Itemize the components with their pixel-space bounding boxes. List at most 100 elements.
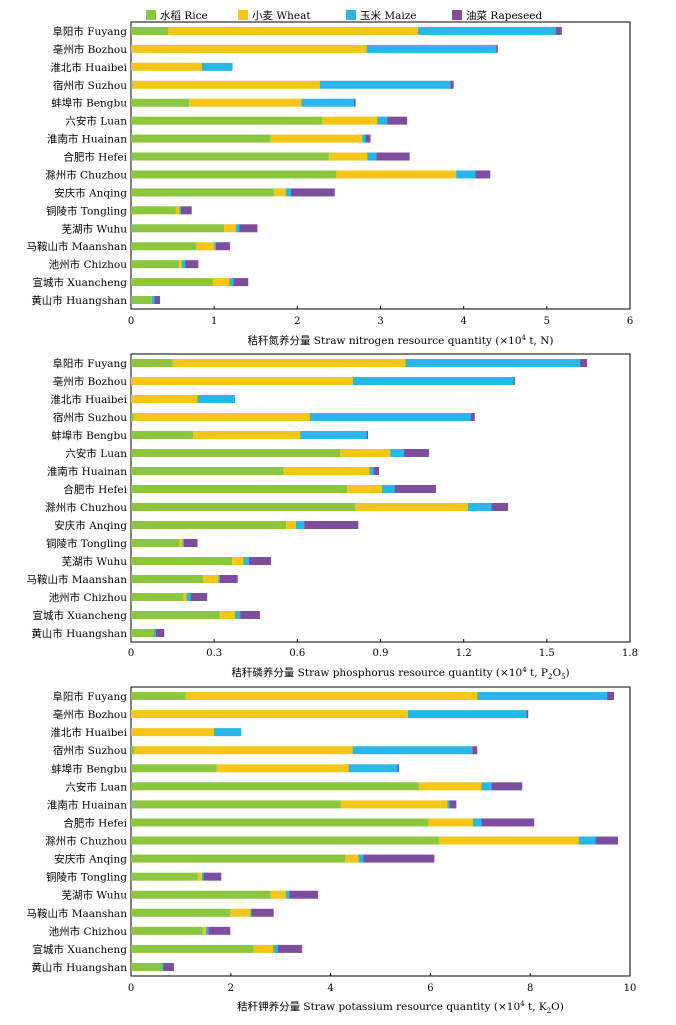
bar-maize [456,170,476,179]
category-label: 蚌埠市 Bengbu [51,429,127,442]
bar-wheat [193,431,301,439]
bar-rapeseed [496,44,498,53]
bar-rice [131,26,169,35]
bar-maize [218,575,220,583]
bar-maize [273,944,278,953]
bar-maize [319,80,451,89]
category-label: 滁州市 Chuzhou [45,835,127,848]
bar-rice [131,224,225,233]
bar-maize [358,854,364,863]
category-label: 安庆市 Anqing [54,519,127,532]
bar-wheat [328,152,368,161]
bar-wheat [212,278,230,287]
x-tick-label: 3 [377,316,383,327]
category-label: 铜陵市 Tongling [46,537,127,550]
category-label: 宿州市 Suzhou [53,79,127,92]
bar-wheat [183,593,187,601]
bar-maize [205,926,209,935]
x-tick-label: 2 [294,316,300,327]
category-label: 池州市 Chizhou [49,591,128,604]
category-label: 芜湖市 Wuhu [62,889,128,902]
bar-rapeseed [353,98,356,107]
legend-swatch-2 [346,10,356,20]
bar-rice [131,818,429,827]
category-label: 池州市 Chizhou [49,925,128,938]
bar-rapeseed [607,692,615,701]
bar-rapeseed [363,854,435,863]
bar-rapeseed [404,449,430,457]
bar-rapeseed [491,782,523,791]
bar-maize [417,26,556,35]
legend-swatch-1 [238,10,248,20]
bar-rice [131,521,287,529]
bar-wheat [418,782,482,791]
bar-maize [301,98,354,107]
category-label: 黄山市 Huangshan [31,294,127,307]
bar-rice [131,80,133,89]
x-tick-label: 0 [128,648,134,659]
bar-rapeseed [290,188,335,197]
bar-rapeseed [248,557,271,565]
bar-rapeseed [289,890,319,899]
bar-rapeseed [387,116,408,125]
category-label: 合肥市 Hefei [63,483,127,496]
bar-rapeseed [185,260,199,269]
bar-rice [131,449,341,457]
bar-rapeseed [154,296,161,305]
bar-maize [186,593,191,601]
bar-wheat [134,746,353,755]
bar-maize [214,242,216,251]
bar-maize [578,836,596,845]
bar-wheat [270,134,363,143]
bar-rapeseed [470,413,475,421]
bar-wheat [253,944,274,953]
bar-rapeseed [251,908,274,917]
bar-rapeseed [366,431,369,439]
bar-rice [131,296,152,305]
bar-rice [131,962,162,971]
x-tick-label: 0.9 [373,648,389,659]
bar-rapeseed [397,764,399,773]
x-tick-label: 10 [624,983,637,994]
category-label: 滁州市 Chuzhou [45,168,127,181]
bar-rapeseed [376,152,410,161]
bar-maize [285,188,291,197]
bar-rice [131,944,254,953]
bar-rice [131,431,194,439]
category-label: 芜湖市 Wuhu [62,555,128,568]
bar-wheat [340,800,448,809]
bar-rapeseed [580,359,588,367]
bar-rapeseed [491,503,509,511]
bar-rice [131,539,180,547]
bar-maize [295,521,305,529]
bar-rice [131,575,204,583]
bar-maize [390,449,405,457]
bar-rapeseed [472,746,478,755]
category-label: 铜陵市 Tongling [46,871,127,884]
category-label: 亳州市 Bozhou [53,375,127,388]
bar-rice [131,485,348,493]
bar-rice [131,170,337,179]
legend-swatch-0 [146,10,156,20]
bar-maize [377,116,388,125]
category-label: 六安市 Luan [65,115,127,128]
x-tick-label: 1.5 [539,648,555,659]
bar-wheat [175,206,180,215]
bar-rapeseed [513,377,515,385]
bar-rapeseed [155,629,165,637]
bar-maize [250,908,252,917]
bar-wheat [133,413,310,421]
bar-rice [131,467,284,475]
bar-maize [407,710,527,719]
x-axis-label-0: 秸秆氮养分量 Straw nitrogen resource quantity … [247,334,553,347]
bar-maize [243,557,249,565]
bar-maize [213,728,242,737]
bar-wheat [216,764,349,773]
bar-rice [131,206,176,215]
bar-rapeseed [239,224,258,233]
bar-wheat [203,575,219,583]
x-tick-label: 1.8 [622,648,638,659]
category-label: 淮北市 Huaibei [50,61,127,74]
